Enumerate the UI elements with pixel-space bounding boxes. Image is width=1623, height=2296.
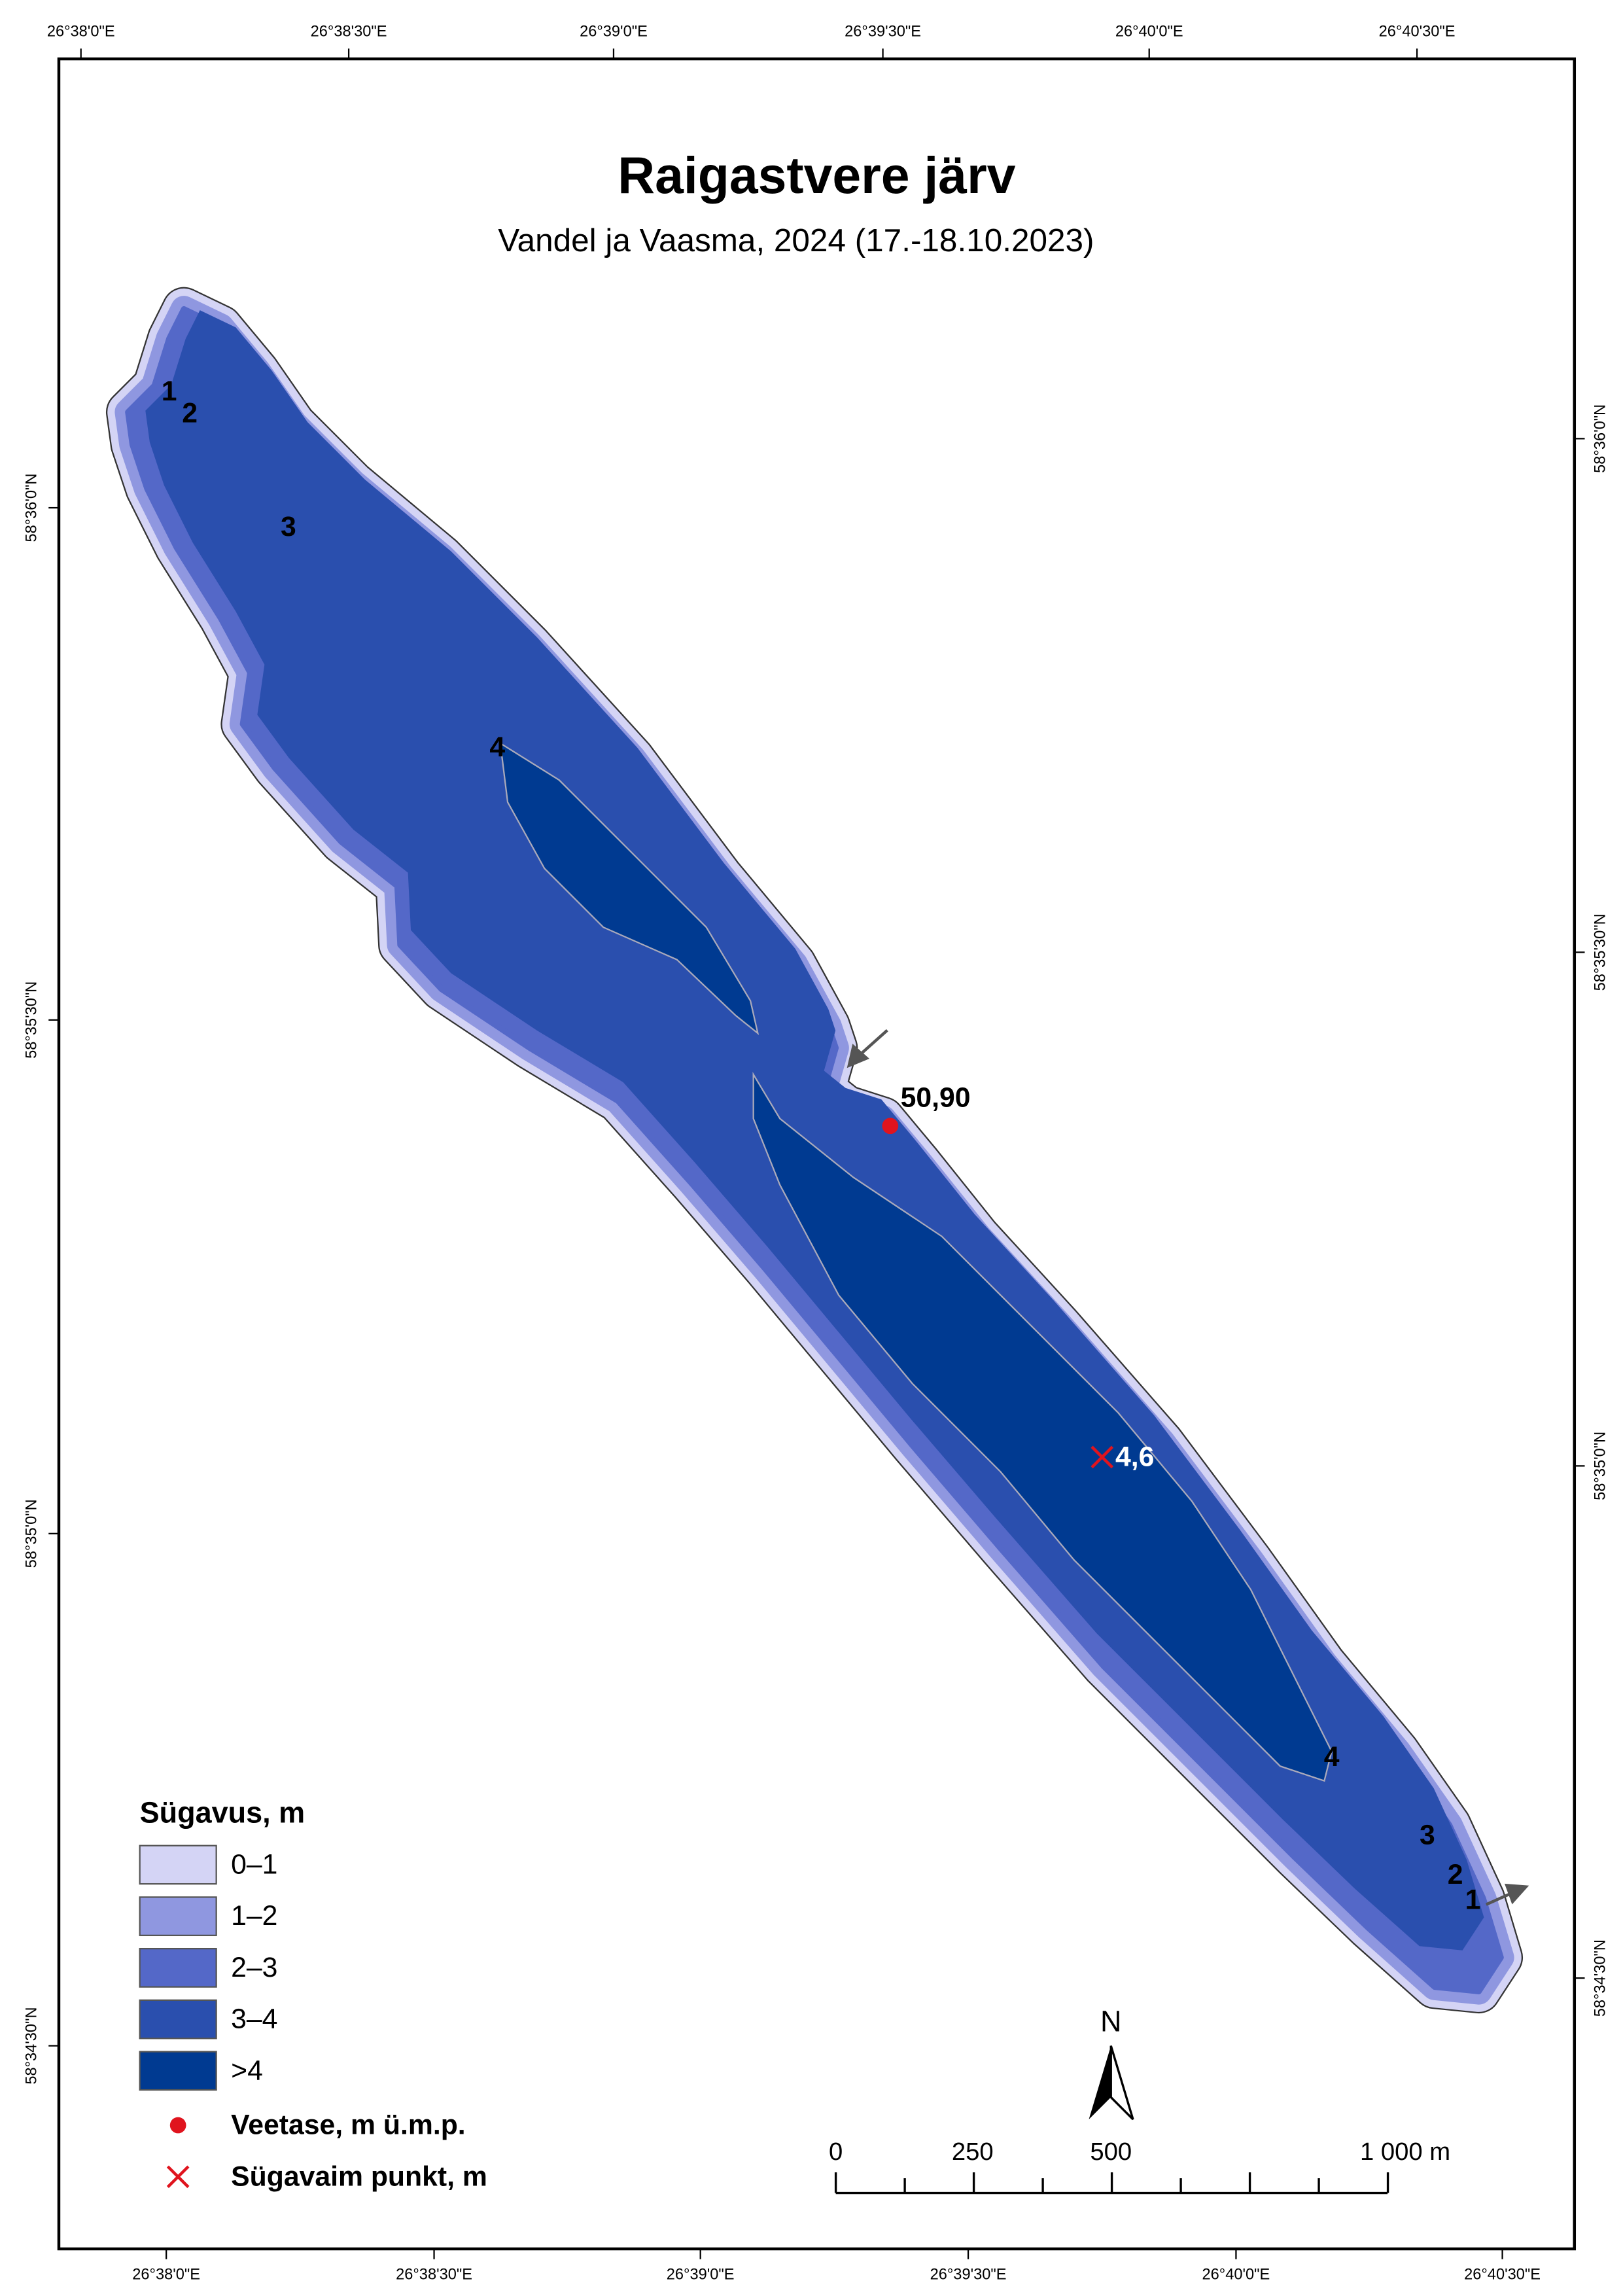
depth-zone xyxy=(499,741,759,1035)
graticule-label: 58°36'0"N xyxy=(1592,404,1609,473)
legend-swatch xyxy=(139,1999,217,2040)
north-arrow xyxy=(1089,2045,1111,2120)
water-level-label: 50,90 xyxy=(901,1082,971,1114)
lake xyxy=(105,287,1524,2014)
graticule-label: 26°38'30"E xyxy=(311,24,387,41)
graticule-label: 26°40'0"E xyxy=(1115,24,1183,41)
graticule-label: 26°39'30"E xyxy=(845,24,921,41)
legend-swatch xyxy=(139,2051,217,2091)
graticule-label: 26°40'30"E xyxy=(1464,2267,1541,2284)
scale-label: 0 xyxy=(829,2138,843,2166)
graticule-label: 26°40'30"E xyxy=(1379,24,1456,41)
scale-label: 1 000 m xyxy=(1360,2138,1450,2166)
legend-deepest-symbol xyxy=(166,2165,190,2189)
graticule-label: 26°39'0"E xyxy=(667,2267,735,2284)
north-label: N xyxy=(1100,2005,1121,2038)
legend-water-symbol xyxy=(169,2117,186,2134)
legend-swatch xyxy=(139,1896,217,1937)
legend-title: Sügavus, m xyxy=(140,1795,305,1829)
graticule-label: 26°38'0"E xyxy=(132,2267,200,2284)
deepest-point xyxy=(1091,1445,1114,1469)
north-arrow xyxy=(1109,2045,1134,2121)
flow-arrows xyxy=(846,1029,1529,1906)
contour-label: 3 xyxy=(281,511,296,542)
legend-water-label: Veetase, m ü.m.p. xyxy=(231,2110,466,2141)
map-frame xyxy=(57,57,1577,2251)
legend-label: 1–2 xyxy=(231,1900,277,1932)
legend-label: 0–1 xyxy=(231,1848,277,1880)
deepest-label: 4,6 xyxy=(1115,1441,1154,1472)
contour-label: 4 xyxy=(1324,1741,1340,1773)
graticule-label: 58°35'30"N xyxy=(24,981,41,1059)
arrow-head xyxy=(1504,1883,1529,1905)
graticule-label: 26°38'30"E xyxy=(396,2267,472,2284)
contour-label: 4 xyxy=(489,732,505,763)
legend-swatch xyxy=(139,1845,217,1885)
depth-zone xyxy=(752,1071,1333,1782)
graticule-label: 58°35'30"N xyxy=(1592,913,1609,991)
legend-label: 3–4 xyxy=(231,2004,277,2035)
legend-deepest-label: Sügavaim punkt, m xyxy=(231,2161,487,2192)
legend-swatch xyxy=(139,1948,217,1988)
inflow-arrow xyxy=(858,1029,888,1057)
graticule-label: 26°39'0"E xyxy=(580,24,648,41)
water-level-point xyxy=(882,1118,899,1135)
graticule-label: 58°35'0"N xyxy=(1592,1432,1609,1500)
cross xyxy=(166,2165,190,2189)
contour-label: 2 xyxy=(182,398,198,429)
outflow-arrow xyxy=(1485,1891,1514,1906)
graticule-label: 26°40'0"E xyxy=(1202,2267,1270,2284)
contour-label: 2 xyxy=(1448,1859,1463,1890)
scale-bar xyxy=(834,2172,1389,2195)
graticule-label: 26°38'0"E xyxy=(47,24,115,41)
contour-label: 1 xyxy=(162,376,177,407)
contour-label: 3 xyxy=(1420,1819,1435,1850)
graticule-label: 58°34'30"N xyxy=(24,2007,41,2084)
contour-label: 1 xyxy=(1465,1884,1481,1915)
scale-label: 250 xyxy=(952,2138,994,2166)
graticule-label: 58°34'30"N xyxy=(1592,1939,1609,2017)
graticule-label: 26°39'30"E xyxy=(930,2267,1007,2284)
legend: 0–1 1–2 2–3 3–4 >4 xyxy=(139,1845,277,2091)
cross xyxy=(1091,1445,1114,1469)
graticule-label: 58°36'0"N xyxy=(24,474,41,542)
legend-label: >4 xyxy=(231,2055,263,2086)
map-subtitle: Vandel ja Vaasma, 2024 (17.-18.10.2023) xyxy=(498,222,1094,258)
graticule-label: 58°35'0"N xyxy=(24,1499,41,1568)
legend-label: 2–3 xyxy=(231,1952,277,1983)
scale-label: 500 xyxy=(1090,2138,1132,2166)
map-title: Raigastvere järv xyxy=(618,147,1015,204)
arrow-head xyxy=(846,1044,870,1069)
